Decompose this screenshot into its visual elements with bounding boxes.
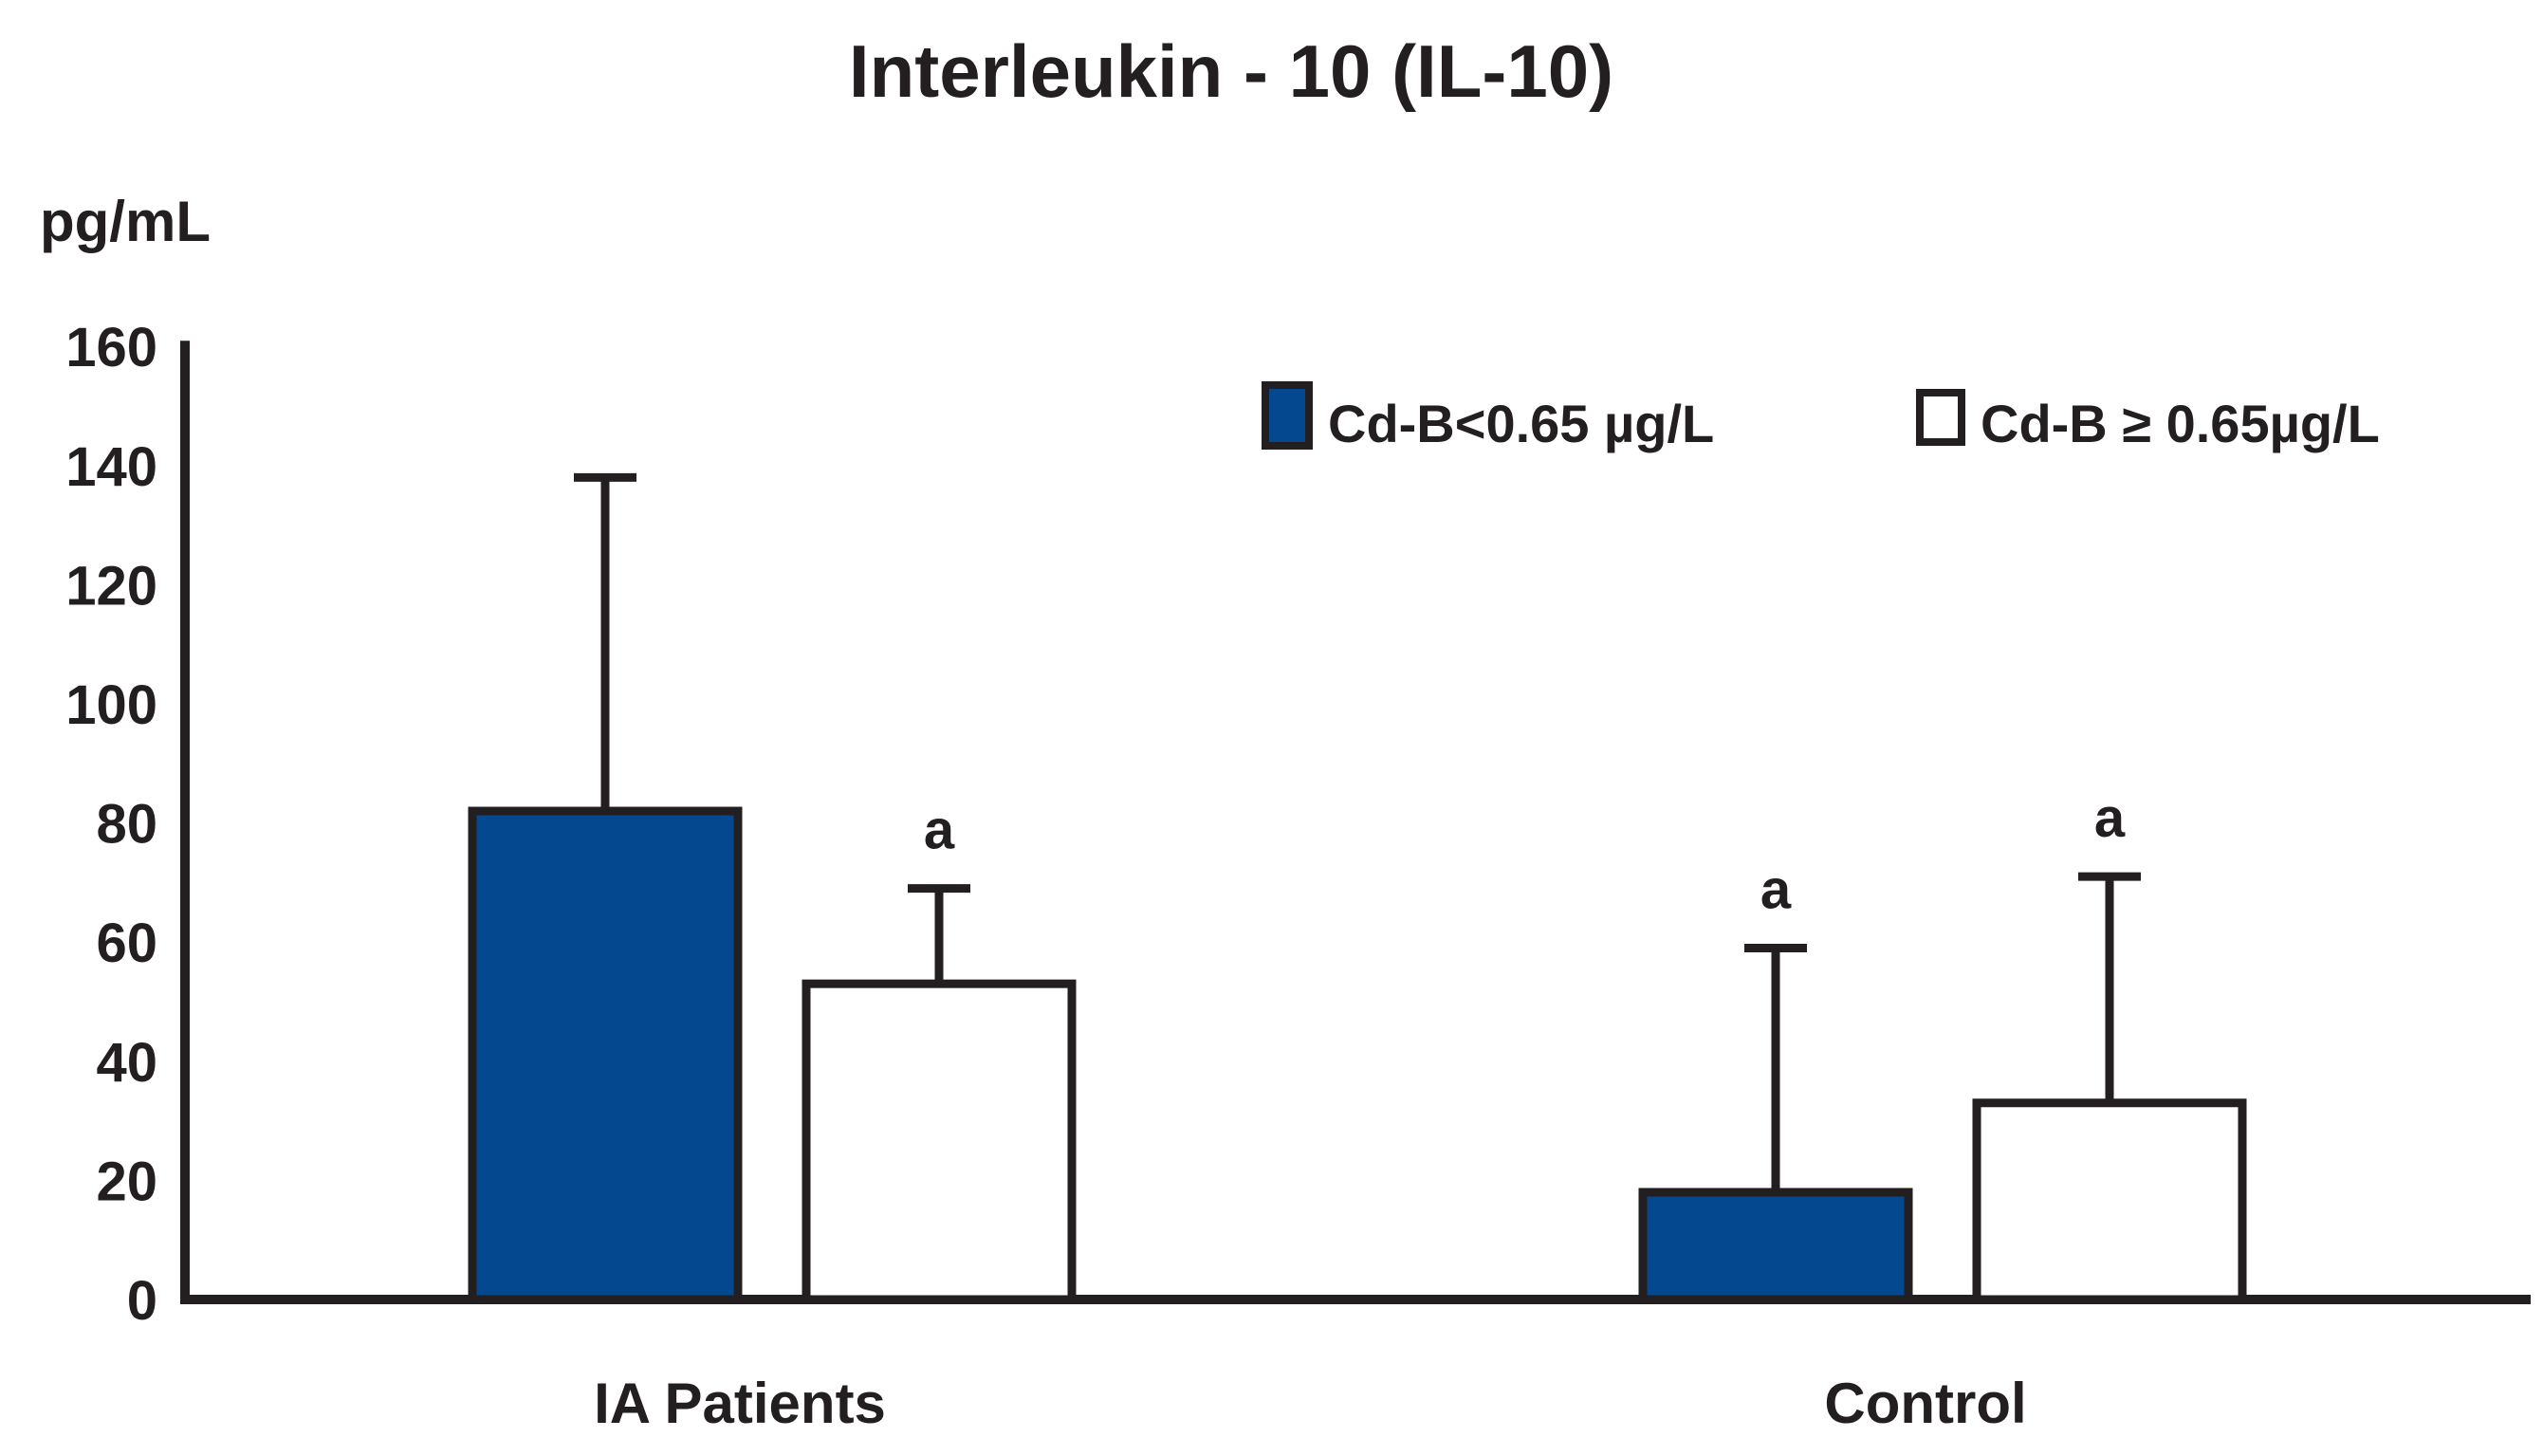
y-tick-label: 60 bbox=[96, 912, 157, 974]
category-label-control: Control bbox=[1824, 1372, 2026, 1435]
y-tick-label: 40 bbox=[96, 1032, 157, 1094]
bar-control-s1 bbox=[1972, 1098, 2247, 1304]
y-tick-label: 20 bbox=[96, 1151, 157, 1212]
chart-title: Interleukin - 10 (IL-10) bbox=[849, 29, 1613, 113]
y-tick-label: 80 bbox=[96, 794, 157, 856]
legend-label-cdb-high: Cd-B ≥ 0.65µg/L bbox=[1981, 394, 2380, 453]
bars-and-error-bars: a a a bbox=[468, 472, 2247, 1304]
y-axis-unit-label: pg/mL bbox=[40, 190, 211, 253]
y-tick-label: 100 bbox=[65, 674, 157, 736]
significance-letter-control-s0: a bbox=[1760, 858, 1792, 920]
y-tick-label: 160 bbox=[65, 317, 157, 378]
legend: Cd-B<0.65 µg/L Cd-B ≥ 0.65µg/L bbox=[1262, 381, 2380, 453]
significance-letter-ia-patients-s1: a bbox=[924, 800, 955, 861]
legend-swatch-cdb-high bbox=[1916, 389, 1965, 446]
y-tick-label: 120 bbox=[65, 555, 157, 617]
y-tick-label: 0 bbox=[127, 1270, 157, 1332]
bar-control-s0 bbox=[1638, 1188, 1913, 1304]
bar-ia-patients-s0 bbox=[468, 806, 743, 1304]
y-axis-tick-labels: 0 20 40 60 80 100 120 140 160 bbox=[65, 317, 157, 1332]
y-tick-label: 140 bbox=[65, 436, 157, 498]
legend-swatch-cdb-low bbox=[1262, 381, 1313, 450]
legend-label-cdb-low: Cd-B<0.65 µg/L bbox=[1328, 394, 1714, 453]
category-label-ia-patients: IA Patients bbox=[594, 1372, 886, 1435]
significance-letter-control-s1: a bbox=[2094, 787, 2126, 849]
bar-ia-patients-s1 bbox=[802, 979, 1077, 1304]
